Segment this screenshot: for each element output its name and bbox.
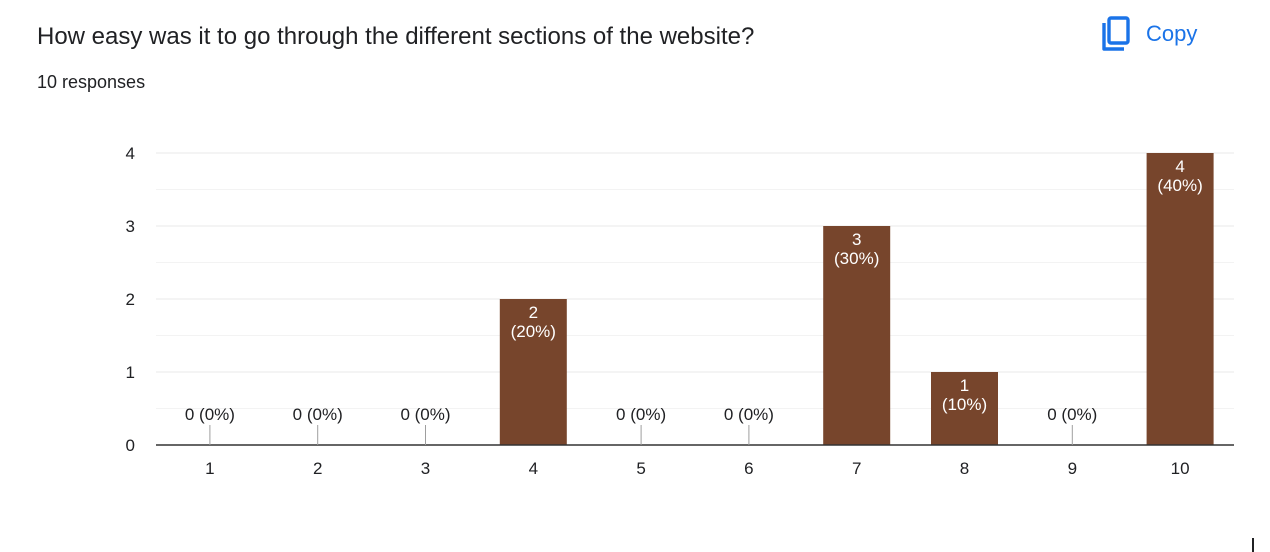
- zero-data-label: 0 (0%): [400, 405, 450, 424]
- x-tick-label: 1: [205, 459, 214, 478]
- zero-data-label: 0 (0%): [1047, 405, 1097, 424]
- y-tick-label: 2: [126, 290, 135, 309]
- zero-data-label: 0 (0%): [616, 405, 666, 424]
- bar-data-label: (10%): [942, 395, 987, 414]
- bars: [499, 153, 1214, 445]
- x-tick-label: 3: [421, 459, 430, 478]
- x-tick-label: 8: [960, 459, 969, 478]
- bar[interactable]: [931, 372, 998, 445]
- x-tick-label: 2: [313, 459, 322, 478]
- zero-data-label: 0 (0%): [724, 405, 774, 424]
- copy-icon: [1098, 15, 1132, 53]
- response-count: 10 responses: [37, 72, 146, 92]
- x-tick-label: 4: [529, 459, 538, 478]
- y-tick-label: 1: [126, 363, 135, 382]
- copy-button[interactable]: Copy: [1098, 14, 1197, 54]
- bar-data-label: (20%): [511, 322, 556, 341]
- x-tick-label: 10: [1171, 459, 1190, 478]
- y-tick-label: 3: [126, 217, 135, 236]
- x-axis-ticks: 1 2 3 4 5 6 7 8 9 10: [156, 444, 1234, 478]
- bar-data-label: 3: [852, 230, 861, 249]
- copy-label: Copy: [1146, 21, 1198, 46]
- x-tick-label: 7: [852, 459, 861, 478]
- bar-data-label: (40%): [1157, 176, 1202, 195]
- bar-data-label: 4: [1175, 157, 1184, 176]
- bar[interactable]: [823, 226, 891, 445]
- bar-data-label: (30%): [834, 249, 879, 268]
- x-tick-label: 6: [744, 459, 753, 478]
- x-tick-label: 9: [1068, 459, 1077, 478]
- y-axis-ticks: 0 1 2 3 4: [126, 144, 135, 455]
- zero-data-label: 0 (0%): [185, 405, 235, 424]
- y-tick-label: 0: [126, 436, 135, 455]
- bar-data-label: 2: [529, 303, 538, 322]
- question-title: How easy was it to go through the differ…: [37, 23, 755, 50]
- data-labels: 0 (0%) 0 (0%) 0 (0%) 2(20%) 0 (0%) 0 (0%) 3(30…: [185, 157, 1203, 445]
- text-cursor: [1252, 538, 1254, 552]
- y-tick-label: 4: [126, 144, 135, 163]
- x-tick-label: 5: [636, 459, 645, 478]
- zero-data-label: 0 (0%): [293, 405, 343, 424]
- bar-data-label: 1: [960, 376, 969, 395]
- bar[interactable]: [1146, 153, 1214, 445]
- bar[interactable]: [499, 299, 567, 445]
- gridlines: [156, 152, 1234, 409]
